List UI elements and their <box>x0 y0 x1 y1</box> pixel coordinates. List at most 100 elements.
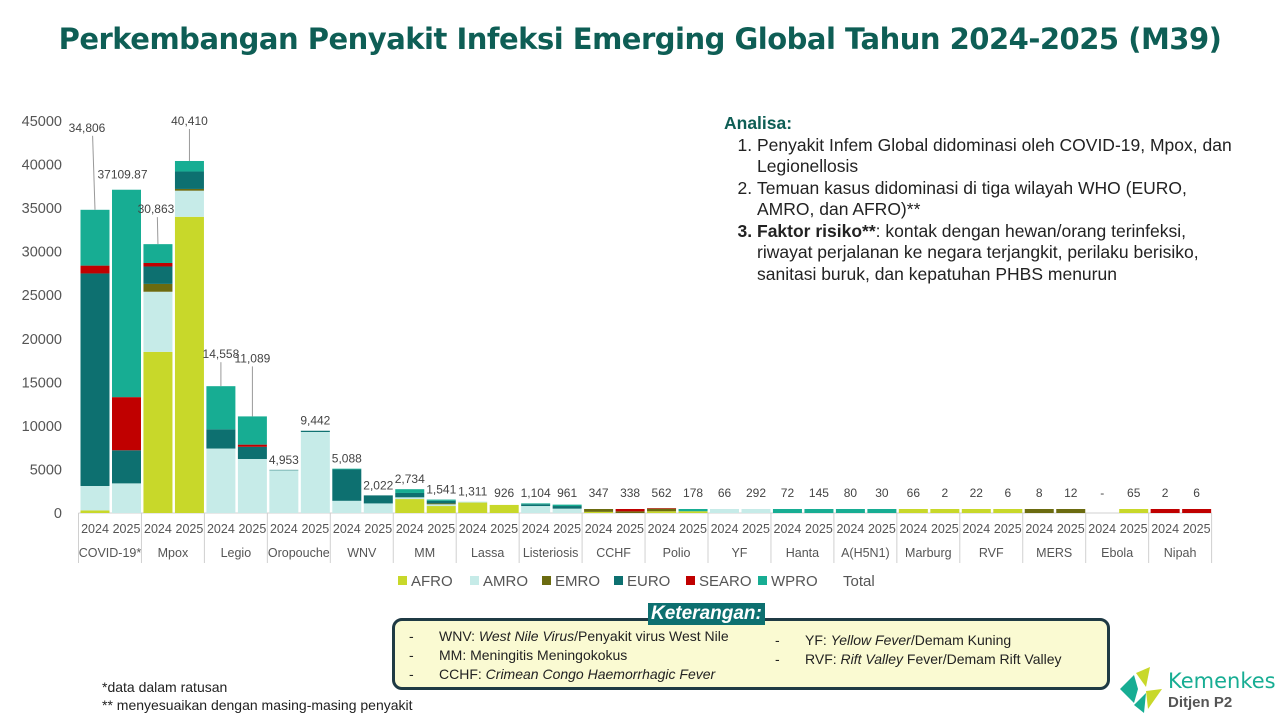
footnote: ** menyesuaikan dengan masing-masing pen… <box>102 697 413 713</box>
x-tick-year: 2024 <box>270 522 298 536</box>
bar-segment-wpro <box>332 468 362 470</box>
data-label: 30,863 <box>138 202 175 216</box>
keterangan-item: YF: Yellow Fever/Demam Kuning <box>765 631 1062 650</box>
bar-segment-euro <box>80 273 110 486</box>
x-tick-category: Legio <box>221 546 252 560</box>
leader-line <box>156 217 159 245</box>
x-tick-category: Marburg <box>905 546 952 560</box>
legend-swatch-emro <box>542 576 551 585</box>
x-tick-year: 2025 <box>931 522 959 536</box>
bar-segment-searo <box>80 265 110 274</box>
x-tick-year: 2025 <box>868 522 896 536</box>
x-tick-category: A(H5N1) <box>841 546 890 560</box>
bar-segment-euro <box>237 446 267 459</box>
data-label: 562 <box>652 486 672 500</box>
legend-label: AMRO <box>483 573 528 590</box>
y-tick-label: 20000 <box>22 332 62 348</box>
analysis-text: Penyakit Infem Global didominasi oleh CO… <box>757 134 1232 177</box>
data-label: 12 <box>1064 486 1078 500</box>
y-tick-label: 45000 <box>22 114 62 130</box>
x-tick-year: 2024 <box>459 522 487 536</box>
bar-segment-searo <box>1182 509 1212 513</box>
x-tick-year: 2024 <box>1088 522 1116 536</box>
x-tick-year: 2025 <box>176 522 204 536</box>
bar-segment-euro <box>300 430 330 432</box>
data-label: 5,088 <box>332 452 362 466</box>
data-label: 292 <box>746 486 766 500</box>
x-tick-category: Nipah <box>1164 546 1197 560</box>
bar-segment-emro <box>615 511 645 513</box>
bar-segment-afro <box>395 499 425 513</box>
rest: /Demam Kuning <box>910 632 1012 648</box>
analysis-heading: Analisa: <box>724 113 793 133</box>
bar-segment-amro <box>237 458 267 513</box>
x-tick-category: Hanta <box>786 546 819 560</box>
bar-segment-wpro <box>552 504 582 507</box>
x-tick-year: 2025 <box>553 522 581 536</box>
data-label: 4,953 <box>269 453 299 467</box>
x-tick-category: RVF <box>979 546 1004 560</box>
term: Crimean Congo Haemorrhagic Fever <box>485 666 716 682</box>
bar-segment-afro <box>174 216 204 514</box>
data-label: 1,311 <box>458 485 487 499</box>
bar-segment-afro <box>898 509 928 513</box>
bar-segment-afro <box>426 506 456 513</box>
legend-swatch-wpro <box>758 576 767 585</box>
bar-segment-euro <box>363 495 393 504</box>
keterangan-item: WNV: West Nile Virus/Penyakit virus West… <box>399 627 729 646</box>
legend-swatch-searo <box>686 576 695 585</box>
x-tick-category: Ebola <box>1101 546 1133 560</box>
y-tick-label: 0 <box>54 506 62 522</box>
data-label: 2,022 <box>363 478 393 492</box>
bar-segment-afro <box>961 509 991 513</box>
keterangan-item: CCHF: Crimean Congo Haemorrhagic Fever <box>399 665 729 684</box>
bar-segment-wpro <box>395 489 425 493</box>
legend-label: Total <box>843 573 875 590</box>
x-tick-year: 2024 <box>585 522 613 536</box>
bar-segment-amro <box>363 503 393 513</box>
bar-segment-afro <box>1119 509 1149 513</box>
data-label: 30 <box>875 486 889 500</box>
data-label: 145 <box>809 486 829 500</box>
bar-segment-amro <box>741 509 771 513</box>
term: West Nile Virus <box>478 628 575 644</box>
x-tick-year: 2024 <box>836 522 864 536</box>
x-tick-year: 2024 <box>711 522 739 536</box>
data-label: 80 <box>844 486 858 500</box>
bar-segment-amro <box>710 509 739 513</box>
data-label: 66 <box>718 486 732 500</box>
bar-segment-afro <box>678 511 708 513</box>
abbr: WNV: <box>439 628 479 644</box>
data-label: 2 <box>1162 486 1169 500</box>
keterangan-title: Keterangan: <box>648 603 765 625</box>
legend-label: AFRO <box>411 573 453 590</box>
bar-segment-afro <box>647 511 677 513</box>
bar-segment-wpro <box>143 244 173 263</box>
bar-segment-amro <box>552 508 582 513</box>
data-label: 347 <box>589 486 609 500</box>
bar-segment-searo <box>143 262 173 267</box>
bar-segment-amro <box>143 291 173 352</box>
keterangan-item: MM: Meningitis Meningokokus <box>399 646 729 665</box>
x-tick-category: MERS <box>1036 546 1072 560</box>
bar-segment-afro <box>993 509 1023 513</box>
bar-segment-amro <box>174 190 204 217</box>
data-label: - <box>1100 486 1104 500</box>
data-label: 178 <box>683 486 703 500</box>
bar-segment-wpro <box>80 209 110 266</box>
bar-segment-searo <box>1150 509 1180 513</box>
y-tick-label: 5000 <box>30 462 62 478</box>
data-label: 6 <box>1193 486 1200 500</box>
x-tick-category: Lassa <box>471 546 504 560</box>
kemenkes-logo-icon <box>1120 667 1162 713</box>
abbr: RVF: <box>805 651 841 667</box>
abbr: CCHF: <box>439 666 486 682</box>
x-tick-year: 2024 <box>522 522 550 536</box>
x-tick-year: 2025 <box>364 522 392 536</box>
data-label: 1,541 <box>426 483 456 497</box>
analysis-text: Temuan kasus didominasi di tiga wilayah … <box>757 177 1187 220</box>
bar-segment-amro <box>300 431 330 513</box>
bar-segment-searo <box>647 508 677 509</box>
bar-segment-searo <box>112 397 141 451</box>
bar-segment-afro <box>930 509 960 513</box>
